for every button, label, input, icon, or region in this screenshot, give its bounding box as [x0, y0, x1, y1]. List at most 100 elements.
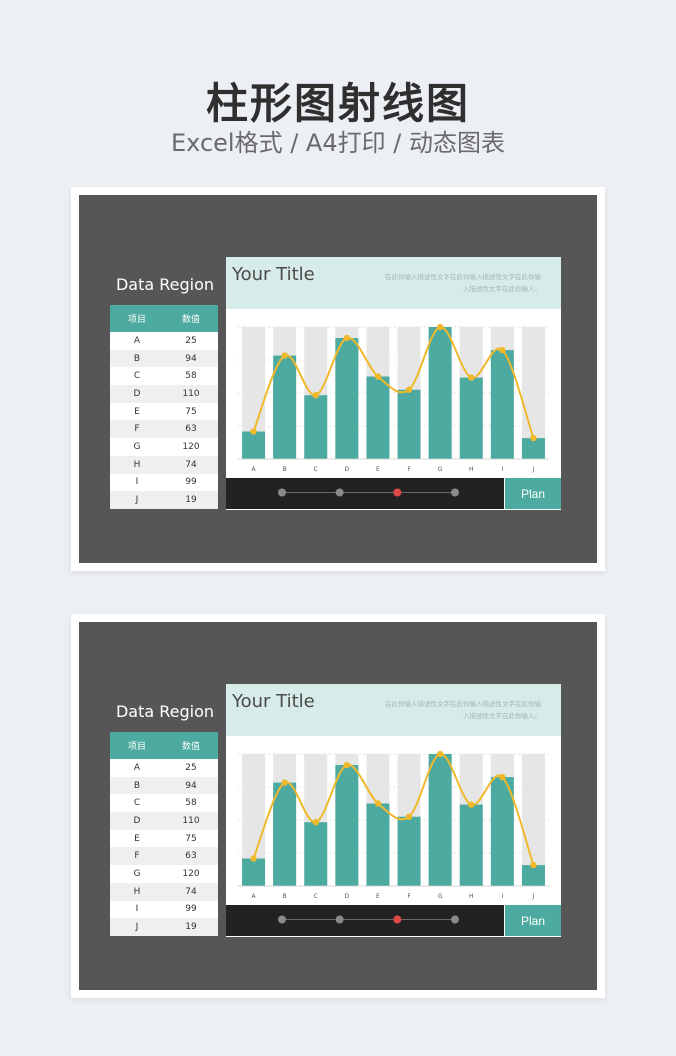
- bar: [428, 754, 452, 886]
- data-point: [468, 801, 475, 808]
- chart-card-2: Data Region 项目 数值 A 25 B 94 C 58 D 110 E 75 F 63 G 12…: [71, 614, 605, 998]
- table-row: D 110: [110, 812, 218, 830]
- bar-background: [242, 754, 266, 886]
- table-row: F 63: [110, 847, 218, 866]
- slider-step-dot[interactable]: [335, 488, 344, 497]
- bar: [490, 777, 514, 886]
- data-point: [374, 373, 382, 380]
- x-tick-label: B: [283, 893, 287, 900]
- cell-value: 94: [164, 776, 218, 795]
- table-row: G 120: [110, 438, 218, 456]
- x-tick-label: E: [376, 466, 380, 473]
- x-tick-label: C: [314, 466, 318, 473]
- table-row: B 94: [110, 776, 218, 795]
- x-tick-label: D: [345, 893, 350, 900]
- cell-value: 110: [164, 812, 218, 830]
- cell-item: H: [110, 882, 164, 901]
- cell-item: C: [110, 367, 164, 386]
- slider-handle-active[interactable]: [393, 488, 402, 497]
- slider-step-dot[interactable]: [278, 488, 286, 497]
- cell-value: 19: [164, 491, 218, 509]
- data-point: [281, 352, 288, 359]
- table-header-row: 项目 数值: [110, 305, 218, 332]
- bar: [397, 816, 421, 886]
- x-tick-label: I: [501, 893, 503, 900]
- cell-item: E: [110, 402, 164, 421]
- cell-item: B: [110, 776, 164, 795]
- page-title: 柱形图射线图: [205, 79, 470, 128]
- cell-value: 58: [164, 367, 218, 386]
- chart-card-1: Data Region 项目 数值 A 25 B 94 C 58 D 110 E 75 F 63 G 12…: [71, 187, 605, 571]
- x-tick-label: I: [501, 466, 503, 473]
- table-row: F 63: [110, 420, 218, 439]
- table-row: H 74: [110, 882, 218, 901]
- column-header-value: 数值: [164, 732, 218, 759]
- slider-handle-active[interactable]: [393, 915, 402, 924]
- chart-panel: Your Title 在此你输入描述性文字在此你输入描述性文字在此你输入描述性文…: [226, 257, 561, 510]
- plan-button[interactable]: Plan: [505, 478, 561, 509]
- slider-step-dot[interactable]: [451, 488, 459, 497]
- data-table: 项目 数值 A 25 B 94 C 58 D 110 E 75 F 63 G 120 H 74 I 99 J 19: [110, 305, 218, 509]
- cell-item: G: [110, 438, 164, 456]
- cell-item: F: [110, 420, 164, 439]
- trend-line: [252, 753, 535, 866]
- column-header-item: 项目: [110, 305, 164, 332]
- data-region-label: Data Region: [115, 702, 215, 721]
- slider-step-dot[interactable]: [278, 915, 286, 924]
- slider-track[interactable]: [226, 478, 504, 509]
- bar: [335, 338, 359, 459]
- table-row: J 19: [110, 918, 218, 936]
- x-tick-label: B: [283, 466, 287, 473]
- cell-item: I: [110, 900, 164, 919]
- slider-bar[interactable]: [226, 905, 504, 936]
- bar: [397, 389, 421, 459]
- table-row: C 58: [110, 367, 218, 386]
- slider-step-dot[interactable]: [451, 915, 459, 924]
- bar: [273, 782, 297, 886]
- data-point: [405, 386, 413, 393]
- data-point: [468, 374, 475, 381]
- cell-value: 63: [164, 420, 218, 439]
- cell-item: F: [110, 847, 164, 866]
- bar-background: [521, 327, 545, 459]
- x-tick-label: A: [251, 466, 256, 473]
- chart-title: Your Title: [232, 691, 315, 712]
- data-point: [250, 855, 257, 862]
- data-point: [312, 819, 319, 826]
- data-point: [530, 861, 537, 869]
- table-header-row: 项目 数值: [110, 732, 218, 759]
- plan-button[interactable]: Plan: [505, 905, 561, 936]
- slider-track[interactable]: [226, 905, 504, 936]
- cell-item: G: [110, 865, 164, 883]
- data-point: [250, 428, 257, 435]
- column-header-value: 数值: [164, 305, 218, 332]
- x-tick-label: H: [469, 466, 474, 473]
- x-tick-label: G: [438, 466, 443, 473]
- x-tick-label: D: [345, 466, 350, 473]
- bar: [428, 327, 452, 459]
- data-point: [436, 323, 444, 331]
- data-point: [343, 334, 351, 342]
- cell-value: 74: [164, 882, 218, 901]
- table-row: E 75: [110, 402, 218, 421]
- table-row: H 74: [110, 455, 218, 474]
- data-point: [499, 773, 506, 781]
- bar: [459, 377, 483, 459]
- x-tick-label: C: [314, 893, 318, 900]
- table-row: I 99: [110, 473, 218, 492]
- x-tick-label: F: [407, 466, 411, 473]
- chart-header: Your Title 在此你输入描述性文字在此你输入描述性文字在此你输入描述性文…: [226, 684, 561, 736]
- bar: [459, 804, 483, 886]
- slider-bar[interactable]: [226, 478, 504, 509]
- data-point: [405, 813, 413, 820]
- bar: [273, 355, 297, 459]
- cell-value: 74: [164, 455, 218, 474]
- table-row: E 75: [110, 829, 218, 848]
- x-tick-label: E: [376, 893, 380, 900]
- slider-step-dot[interactable]: [335, 915, 344, 924]
- bar-line-chart: A B C D E F G H I J: [238, 750, 549, 900]
- bar: [304, 395, 328, 459]
- bar: [242, 431, 266, 459]
- cell-value: 75: [164, 402, 218, 421]
- bar-background: [521, 754, 545, 886]
